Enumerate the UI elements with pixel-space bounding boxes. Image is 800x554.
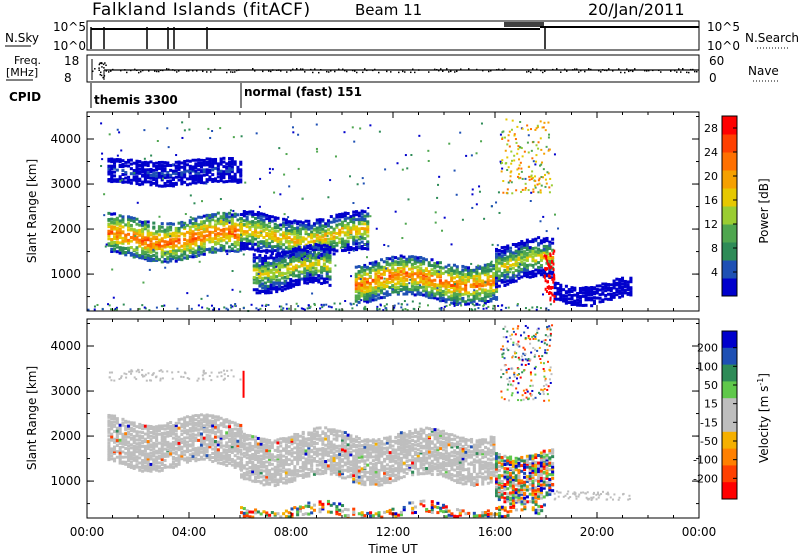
- power-colorbar: 4 8 12 16 20 24 28 Power [dB]: [704, 115, 771, 297]
- power-colorbar-tick: 12: [704, 218, 718, 231]
- velocity-colorbar-segment: [722, 448, 737, 466]
- power-data: [87, 118, 633, 312]
- y-tick-label: 3000: [50, 384, 81, 398]
- y-tick-label: 4000: [50, 339, 81, 353]
- velocity-colorbar-tick: -200: [693, 472, 718, 485]
- cpid-row: CPID themis 3300 normal (fast) 151: [9, 83, 362, 108]
- velocity-colorbar-segment: [722, 398, 737, 416]
- beam-title: Beam 11: [355, 1, 422, 19]
- x-tick-label: 16:00: [478, 525, 513, 539]
- nsky-tick-top: 10^5: [53, 20, 86, 34]
- nave-label: Nave: [748, 64, 779, 78]
- velocity-data: [107, 324, 631, 519]
- power-colorbar-tick: 20: [704, 170, 718, 183]
- velocity-axis-ticks: 1000 2000 3000 4000: [50, 323, 699, 505]
- nave-tick-top: 60: [709, 54, 724, 68]
- y-tick-label: 4000: [50, 132, 81, 146]
- power-colorbar-segment: [722, 224, 737, 243]
- y-tick-label: 2000: [50, 222, 81, 236]
- velocity-panel: 1000 2000 3000 4000 Slant Range [km]: [25, 318, 700, 519]
- y-tick-label: 2000: [50, 429, 81, 443]
- power-colorbar-segment: [722, 278, 737, 297]
- x-tick-label: 20:00: [580, 525, 615, 539]
- power-colorbar-segment: [722, 206, 737, 225]
- cpid-label: CPID: [9, 90, 41, 104]
- velocity-colorbar-tick: -100: [693, 454, 718, 467]
- x-tick-label: 08:00: [274, 525, 309, 539]
- y-tick-label: 1000: [50, 267, 81, 281]
- velocity-colorbar-segment: [722, 381, 737, 399]
- power-colorbar-segment: [722, 152, 737, 171]
- velocity-colorbar-segment: [722, 347, 737, 366]
- power-colorbar-label: Power [dB]: [757, 178, 771, 243]
- power-ylabel: Slant Range [km]: [25, 159, 39, 263]
- power-colorbar-segment: [722, 242, 737, 261]
- velocity-colorbar-tick: 200: [697, 342, 718, 355]
- velocity-colorbar-tick: 100: [697, 360, 718, 373]
- velocity-ylabel: Slant Range [km]: [25, 366, 39, 470]
- x-tick-label: 00:00: [682, 525, 717, 539]
- velocity-colorbar-tick: 15: [704, 398, 718, 411]
- nsearch-tick-top: 10^5: [707, 20, 740, 34]
- power-colorbar-tick: 28: [704, 122, 718, 135]
- time-axis-label: Time UT: [367, 542, 418, 554]
- y-tick-label: 1000: [50, 474, 81, 488]
- freq-tick-bottom: 8: [64, 71, 72, 85]
- power-colorbar-tick: 16: [704, 194, 718, 207]
- x-tick-label: 12:00: [376, 525, 411, 539]
- cpid-program-1: themis 3300: [94, 93, 178, 107]
- power-colorbar-tick: 4: [711, 266, 718, 279]
- freq-trace: [91, 59, 699, 80]
- nave-tick-bottom: 0: [709, 71, 717, 85]
- power-panel: 1000 2000 3000 4000 Slant Range [km]: [25, 111, 700, 312]
- power-colorbar-segment: [722, 188, 737, 207]
- velocity-colorbar-label: Velocity [m s-1]: [756, 373, 771, 463]
- velocity-colorbar-segment: [722, 431, 737, 450]
- velocity-colorbar-segment: [722, 415, 737, 433]
- nsearch-label: N.Search: [745, 31, 799, 45]
- velocity-colorbar-segment: [722, 465, 737, 483]
- x-tick-label: 04:00: [172, 525, 207, 539]
- velocity-colorbar-segment: [722, 482, 737, 500]
- power-colorbar-segment: [722, 134, 737, 153]
- velocity-colorbar-tick: -15: [700, 416, 718, 429]
- power-colorbar-tick: 24: [704, 146, 718, 159]
- nsky-tick-bottom: 10^0: [53, 39, 86, 53]
- nsky-label: N.Sky: [5, 31, 39, 45]
- freq-tick-top: 18: [64, 54, 79, 68]
- power-colorbar-segment: [722, 260, 737, 279]
- velocity-colorbar: 200 100 50 15 -15 -50 -100 -200 Velocity [m s-1…: [693, 330, 771, 500]
- nsearch-tick-bottom: 10^0: [707, 39, 740, 53]
- power-axis-ticks: 1000 2000 3000 4000: [50, 116, 699, 298]
- freq-label: Freq.: [14, 54, 41, 67]
- power-colorbar-tick: 8: [711, 242, 718, 255]
- station-title: Falkland Islands (fitACF): [92, 0, 311, 20]
- velocity-colorbar-segment: [722, 331, 737, 349]
- date-title: 20/Jan/2011: [588, 0, 685, 19]
- cpid-program-2: normal (fast) 151: [244, 85, 362, 99]
- nsky-trace: [90, 22, 699, 49]
- x-tick-label: 00:00: [70, 525, 105, 539]
- power-colorbar-segment: [722, 170, 737, 189]
- velocity-colorbar-segment: [722, 364, 737, 382]
- y-tick-label: 3000: [50, 177, 81, 191]
- velocity-colorbar-tick: 50: [704, 379, 718, 392]
- nsky-panel: N.Sky 10^5 10^0 10^5 10^0 N.Search: [5, 20, 799, 53]
- time-axis: 00:00 04:00 08:00 12:00 16:00 20:00 00:00: [70, 112, 717, 539]
- freq-panel: Freq. [MHz] 18 8 60 0 Nave: [6, 54, 779, 85]
- power-colorbar-segment: [722, 116, 737, 135]
- freq-unit-label: [MHz]: [6, 66, 38, 79]
- velocity-colorbar-tick: -50: [700, 435, 718, 448]
